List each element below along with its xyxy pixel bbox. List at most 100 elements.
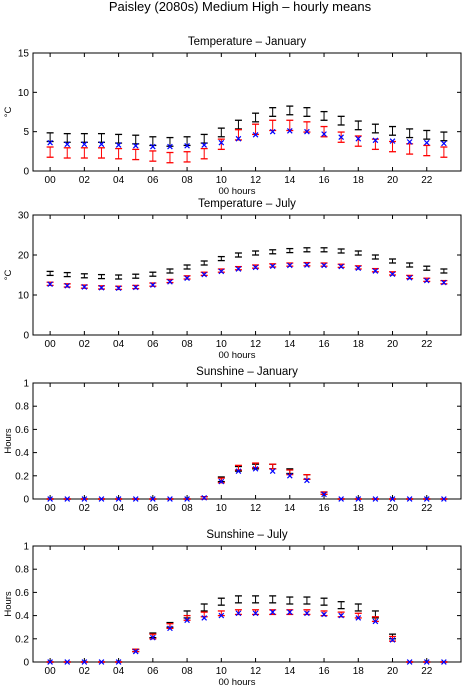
- error-bar-point: [166, 268, 174, 274]
- panel-title: Temperature – July: [198, 198, 296, 210]
- error-bar-point: [46, 270, 54, 277]
- error-bar-point: [217, 127, 225, 138]
- x-marker-point: [269, 128, 276, 135]
- x-marker-point: [218, 139, 225, 146]
- error-bar-point: [286, 469, 294, 476]
- error-bar-point: [389, 125, 397, 136]
- x-marker-point: [81, 659, 88, 665]
- x-tick-label: 12: [250, 503, 262, 514]
- x-marker-point: [184, 143, 190, 149]
- plot-frame: [32, 214, 462, 336]
- x-tick-label: 22: [421, 503, 433, 514]
- error-bar-point: [132, 273, 140, 279]
- x-marker-point: [338, 263, 344, 270]
- error-bar-point: [80, 132, 88, 143]
- series-2: [46, 261, 448, 291]
- x-marker-point: [235, 468, 242, 474]
- x-marker-point: [389, 271, 396, 278]
- y-tick-label: 0: [23, 658, 29, 669]
- x-marker-point: [389, 496, 396, 502]
- error-bar-point: [97, 147, 105, 159]
- x-marker-point: [441, 279, 447, 286]
- x-marker-point: [423, 277, 430, 284]
- error-bar-point: [200, 611, 208, 618]
- x-marker-point: [338, 496, 344, 502]
- x-marker-point: [304, 477, 310, 484]
- error-bar-point: [354, 250, 362, 256]
- x-marker-point: [372, 137, 379, 144]
- x-marker-point: [235, 266, 242, 272]
- error-bar-point: [234, 119, 242, 130]
- x-tick-label: 08: [182, 666, 194, 677]
- y-axis-label: °C: [3, 107, 14, 118]
- error-bar-point: [115, 133, 123, 144]
- x-tick-label: 10: [216, 503, 228, 514]
- x-tick-label: 06: [147, 666, 159, 677]
- error-bar-point: [423, 129, 431, 140]
- x-tick-label: 06: [147, 339, 159, 350]
- x-tick-label: 08: [182, 503, 194, 514]
- x-marker-point: [441, 140, 447, 147]
- y-tick-label: 0.8: [15, 402, 29, 413]
- x-marker-point: [98, 659, 105, 665]
- error-bar-point: [406, 143, 414, 155]
- x-marker-point: [252, 466, 259, 472]
- series-3: [47, 609, 447, 665]
- x-marker-point: [321, 611, 327, 618]
- x-marker-point: [252, 264, 259, 271]
- error-bar-point: [80, 147, 88, 159]
- error-bar-point: [303, 473, 311, 480]
- x-tick-label: 18: [353, 175, 365, 186]
- error-bar-point: [354, 603, 362, 612]
- error-bar-point: [252, 112, 260, 123]
- x-marker-point: [167, 625, 173, 632]
- chart-panel-4: Sunshine – July 0 0.2 0.4 0.6 0.8 1 00 02 04 06 08 1…: [3, 529, 462, 688]
- x-tick-label: 22: [421, 339, 433, 350]
- x-tick-label: 18: [353, 339, 365, 350]
- x-marker-point: [252, 131, 259, 138]
- x-marker-point: [355, 265, 362, 272]
- x-tick-label: 10: [216, 339, 228, 350]
- x-marker-point: [47, 496, 53, 502]
- x-tick-label: 14: [284, 175, 296, 186]
- chart-panel-3: Sunshine – January 0 0.2 0.4 0.6 0.8 1 00 02 04 06…: [3, 366, 462, 514]
- error-bar-point: [80, 273, 88, 279]
- error-bar-point: [423, 144, 431, 157]
- y-tick-label: 0: [23, 167, 29, 178]
- x-marker-point: [304, 128, 310, 135]
- x-tick-label: 12: [250, 339, 262, 350]
- x-marker-point: [321, 131, 327, 137]
- x-tick-label: 04: [113, 175, 125, 186]
- error-bar-point: [440, 146, 448, 158]
- x-marker-point: [286, 609, 293, 615]
- x-marker-point: [81, 496, 88, 502]
- x-marker-point: [441, 659, 447, 665]
- y-tick-label: 1: [23, 542, 29, 553]
- error-bar-point: [63, 147, 71, 159]
- error-bar-point: [320, 597, 328, 606]
- x-marker-point: [372, 618, 379, 625]
- error-bar-point: [371, 254, 379, 260]
- x-marker-point: [372, 496, 379, 502]
- x-marker-point: [64, 659, 71, 665]
- error-bar-point: [371, 123, 379, 134]
- x-tick-label: 16: [318, 175, 330, 186]
- error-bar-point: [286, 247, 294, 254]
- x-marker-point: [286, 472, 293, 479]
- y-tick-label: 5: [23, 127, 29, 138]
- x-marker-point: [150, 282, 156, 288]
- error-bar-point: [217, 597, 225, 606]
- series-2: [46, 462, 448, 500]
- y-tick-label: 10: [18, 291, 30, 302]
- x-marker-point: [286, 262, 293, 269]
- x-marker-point: [406, 496, 413, 502]
- x-marker-point: [64, 282, 71, 289]
- x-marker-point: [304, 262, 310, 268]
- series-1: [46, 595, 448, 663]
- x-tick-label: 20: [387, 503, 399, 514]
- error-bar-point: [97, 132, 105, 143]
- x-tick-label: 14: [284, 503, 296, 514]
- error-bar-point: [63, 132, 71, 143]
- x-marker-point: [167, 278, 173, 285]
- x-tick-label: 00: [45, 175, 57, 186]
